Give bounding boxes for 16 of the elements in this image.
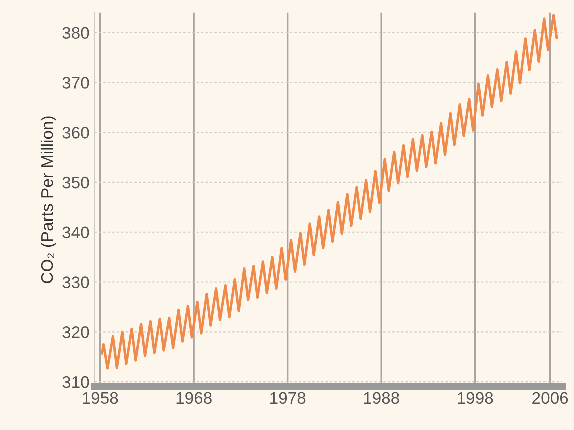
y-tick-label: 370 — [62, 77, 90, 89]
y-tick-label: 380 — [62, 27, 90, 40]
y-tick-label: 320 — [62, 326, 90, 338]
x-tick-label: 1978 — [270, 392, 306, 404]
x-tick-label: 1998 — [458, 392, 494, 404]
y-tick-label: 350 — [62, 176, 90, 189]
x-tick-label: 1958 — [83, 392, 118, 404]
y-axis-title: CO₂ (Parts Per Million) — [40, 116, 56, 284]
x-tick-label: 2006 — [532, 392, 568, 404]
y-tick-label: 310 — [62, 376, 90, 388]
line-series — [100, 14, 558, 370]
x-tick-label: 1988 — [364, 392, 400, 404]
y-tick-label: 330 — [62, 276, 90, 288]
y-tick-label: 340 — [62, 226, 90, 239]
x-tick-label: 1968 — [176, 392, 212, 404]
y-tick-label: 360 — [62, 127, 90, 139]
